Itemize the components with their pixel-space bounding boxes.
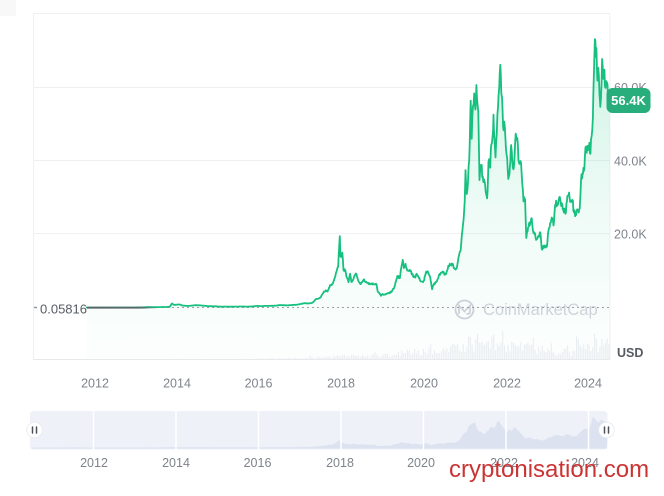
svg-text:40.0K: 40.0K	[614, 155, 647, 169]
svg-text:2012: 2012	[80, 456, 108, 470]
svg-text:2018: 2018	[326, 456, 354, 470]
svg-text:CoinMarketCap: CoinMarketCap	[483, 301, 598, 319]
svg-text:2016: 2016	[245, 377, 273, 391]
svg-text:2014: 2014	[163, 377, 191, 391]
svg-text:56.4K: 56.4K	[611, 93, 646, 108]
svg-text:2024: 2024	[574, 377, 602, 391]
svg-text:2018: 2018	[327, 377, 355, 391]
svg-text:2016: 2016	[244, 456, 272, 470]
svg-text:2022: 2022	[490, 456, 518, 470]
svg-text:USD: USD	[617, 346, 643, 360]
svg-text:2012: 2012	[81, 377, 109, 391]
svg-text:20.0K: 20.0K	[614, 228, 647, 242]
svg-text:2022: 2022	[493, 377, 521, 391]
svg-text:2014: 2014	[162, 456, 190, 470]
svg-text:2020: 2020	[407, 456, 435, 470]
svg-text:2024: 2024	[571, 456, 599, 470]
svg-text:2020: 2020	[410, 377, 438, 391]
svg-text:0.05816: 0.05816	[40, 302, 87, 317]
svg-text:cryptonisation.com: cryptonisation.com	[449, 456, 649, 483]
